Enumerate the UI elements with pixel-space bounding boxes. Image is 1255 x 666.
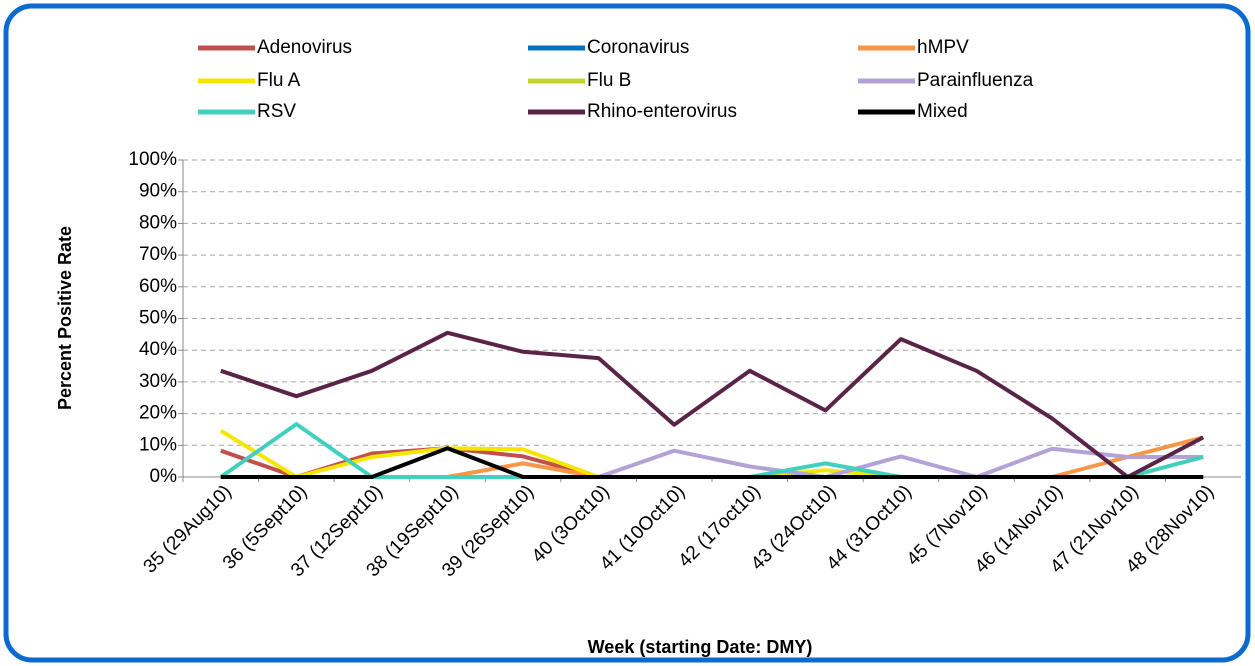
legend-label: Flu A — [257, 70, 301, 91]
y-tick-label: 90% — [139, 181, 177, 202]
legend-label: Adenovirus — [257, 37, 352, 58]
series-line — [220, 446, 1204, 479]
legend-label: Rhino-enterovirus — [587, 101, 737, 122]
x-axis-title: Week (starting Date: DMY) — [588, 637, 813, 657]
y-tick-label: 40% — [139, 339, 177, 360]
y-tick-label: 10% — [139, 434, 177, 455]
y-tick-label: 0% — [150, 466, 178, 487]
legend-label: Flu B — [587, 70, 631, 91]
y-tick-label: 70% — [139, 244, 177, 265]
chart-frame — [3, 3, 1251, 663]
legend-label: hMPV — [917, 37, 969, 58]
y-tick-label: 30% — [139, 371, 177, 392]
legend-label: Coronavirus — [587, 37, 689, 58]
series-line — [220, 330, 1205, 479]
legend-label: RSV — [257, 101, 296, 122]
y-tick-label: 60% — [139, 276, 177, 297]
y-axis-title: Percent Positive Rate — [55, 226, 75, 410]
legend-label: Parainfluenza — [917, 70, 1034, 91]
y-tick-label: 20% — [139, 403, 177, 424]
y-tick-label: 50% — [139, 308, 177, 329]
y-tick-label: 100% — [128, 149, 177, 170]
legend-label: Mixed — [917, 101, 968, 122]
y-tick-label: 80% — [139, 212, 177, 233]
